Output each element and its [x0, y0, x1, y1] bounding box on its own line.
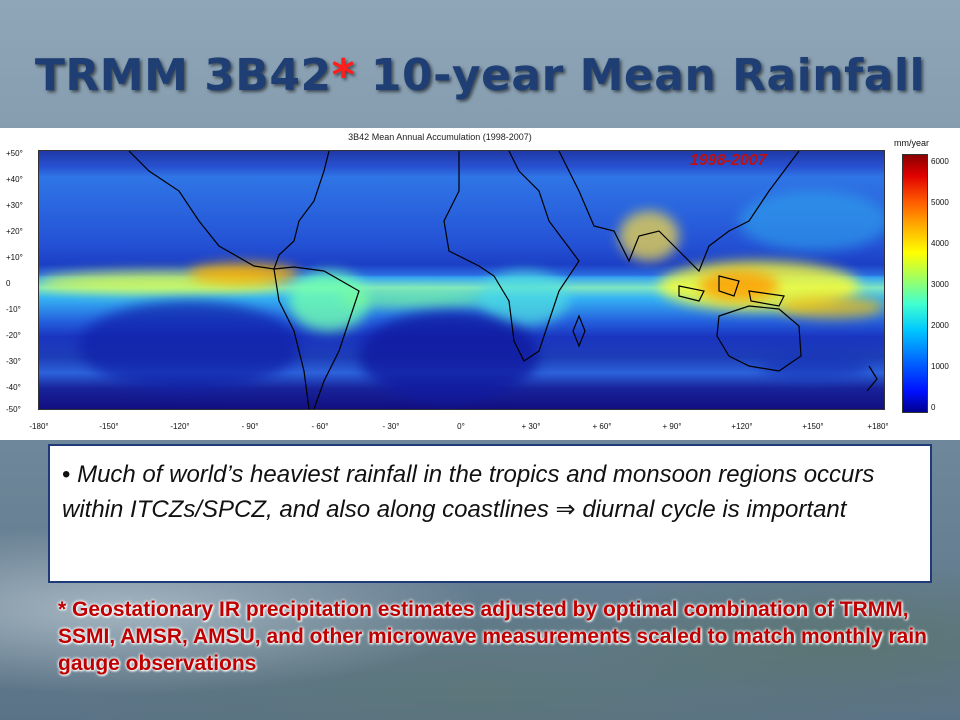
lat-tick: -10°: [6, 305, 21, 314]
note-text-part1: Much of world’s heaviest rainfall in the…: [62, 461, 875, 523]
lon-tick: -120°: [170, 422, 190, 431]
lat-tick: +50°: [6, 149, 23, 158]
lon-tick: +180°: [867, 422, 889, 431]
lat-tick: -40°: [6, 383, 21, 392]
implies-arrow-icon: ⇒: [555, 495, 576, 523]
lon-tick: - 90°: [241, 422, 259, 431]
lon-tick: +120°: [731, 422, 753, 431]
footnote: * Geostationary IR precipitation estimat…: [58, 598, 927, 675]
lon-tick: -150°: [99, 422, 119, 431]
summary-note: • Much of world’s heaviest rainfall in t…: [62, 458, 918, 527]
colorbar-tick: 0: [931, 403, 936, 412]
lon-tick: + 30°: [521, 422, 541, 431]
title-main: TRMM 3B42: [34, 50, 332, 101]
coast-asia: [558, 151, 800, 273]
warm-pool-max: [699, 271, 779, 301]
colorbar-unit: mm/year: [894, 138, 930, 148]
coast-new-zealand: [866, 365, 878, 392]
colorbar-tick: 5000: [931, 198, 949, 207]
coastline-overlay: [128, 151, 878, 409]
year-range-label: 1998-2007: [690, 152, 767, 169]
monsoon-south-asia: [619, 211, 679, 261]
coast-madagascar: [572, 314, 586, 348]
coast-australia: [716, 305, 802, 372]
lat-tick: -50°: [6, 405, 21, 414]
coast-south-america: [273, 266, 360, 409]
summary-note-box: • Much of world’s heaviest rainfall in t…: [48, 444, 932, 583]
spcz: [779, 296, 884, 318]
bullet: •: [62, 461, 71, 488]
slide-title: TRMM 3B42* 10-year Mean Rainfall: [0, 50, 960, 101]
colorbar-tick: 2000: [931, 321, 949, 330]
rainfall-map-figure: 3B42 Mean Annual Accumulation (1998-2007…: [0, 128, 960, 440]
colorbar-tick: 1000: [931, 362, 949, 371]
colorbar-tick: 6000: [931, 157, 949, 166]
lon-tick: - 30°: [382, 422, 400, 431]
colorbar: [902, 154, 928, 413]
title-asterisk: *: [331, 50, 356, 101]
rainfall-map: [38, 150, 885, 410]
dry-south-atlantic: [359, 311, 539, 401]
lat-tick: -20°: [6, 331, 21, 340]
note-text-part2: diurnal cycle is important: [575, 496, 847, 523]
coast-indonesia: [678, 275, 785, 307]
coast-africa-europe: [443, 151, 580, 362]
lon-tick: +150°: [802, 422, 824, 431]
lat-tick: 0: [6, 279, 11, 288]
lat-tick: +20°: [6, 227, 23, 236]
lon-tick: -180°: [29, 422, 49, 431]
coast-north-america: [128, 151, 330, 270]
lon-tick: 0°: [457, 422, 465, 431]
lon-tick: - 60°: [311, 422, 329, 431]
itcz-atlantic: [339, 291, 489, 307]
australia-dry: [759, 351, 869, 381]
lat-tick: -30°: [6, 357, 21, 366]
lon-tick: + 90°: [662, 422, 682, 431]
north-pacific-storm-track: [739, 191, 884, 251]
figure-title: 3B42 Mean Annual Accumulation (1998-2007…: [348, 132, 532, 142]
lat-tick: +10°: [6, 253, 23, 262]
colorbar-tick: 3000: [931, 280, 949, 289]
lat-tick: +30°: [6, 201, 23, 210]
lat-tick: +40°: [6, 175, 23, 184]
dry-southeast-pacific: [79, 301, 299, 391]
title-rest: 10-year Mean Rainfall: [355, 50, 926, 101]
lon-tick: + 60°: [592, 422, 612, 431]
colorbar-tick: 4000: [931, 239, 949, 248]
